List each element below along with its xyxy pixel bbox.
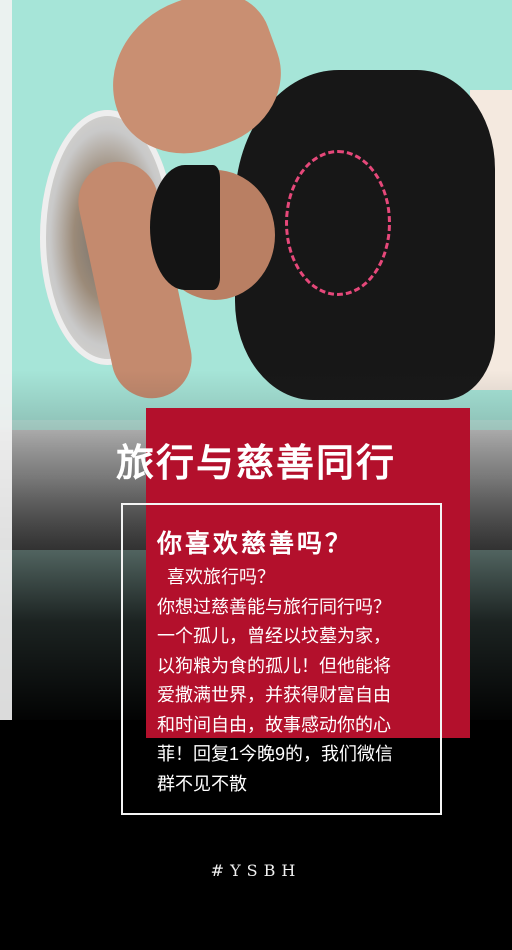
body-line: 爱撒满世界，并获得财富自由 (157, 685, 391, 705)
body-line: 群不见不散 (157, 773, 247, 794)
person-hair (150, 165, 220, 290)
body-line: 一个孤儿，曾经以坟墓为家， (157, 626, 391, 646)
body-text: 喜欢旅行吗？ 你想过慈善能与旅行同行吗？ 一个孤儿，曾经以坟墓为家， 以狗粮为食… (157, 563, 427, 799)
headline: 旅行与慈善同行 (115, 441, 396, 485)
body-line: 你想过慈善能与旅行同行吗？ (157, 596, 391, 617)
body-line: 和时间自由，故事感动你的心 (157, 714, 391, 735)
body-line: 喜欢旅行吗？ (167, 567, 275, 587)
left-edge-strip (0, 0, 12, 720)
subheading: 你喜欢慈善吗？ (157, 529, 354, 558)
body-line: 菲！回复1今晚9的，我们微信 (157, 744, 394, 764)
red-accent-panel (146, 408, 470, 738)
shirt-logo (285, 150, 391, 296)
text-frame (121, 503, 442, 815)
body-line: 以狗粮为食的孤儿！但他能将 (157, 655, 391, 676)
hashtag: #YSBH (210, 861, 302, 880)
